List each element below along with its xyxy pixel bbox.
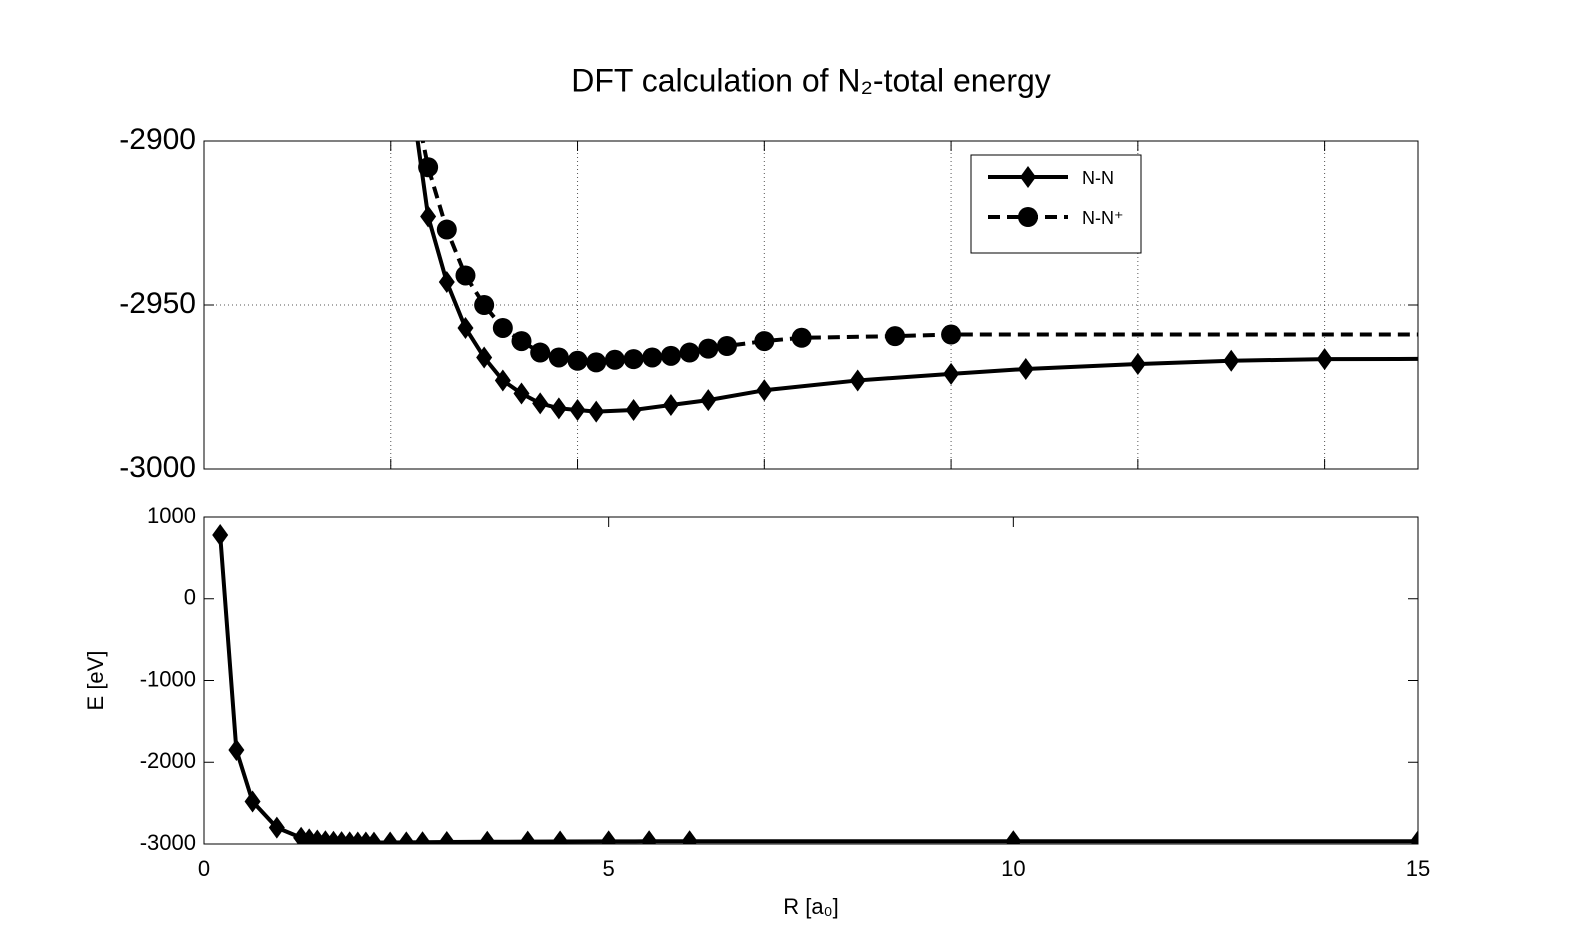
marker <box>212 523 229 546</box>
legend-box <box>970 154 1142 254</box>
x-tick-label: 0 <box>198 856 210 881</box>
marker <box>943 362 960 385</box>
marker <box>623 349 644 370</box>
marker <box>586 352 607 373</box>
marker <box>479 830 496 844</box>
marker <box>679 342 700 363</box>
marker <box>1316 348 1333 371</box>
marker <box>681 830 698 844</box>
marker <box>642 347 663 368</box>
legend-marker <box>1018 207 1038 227</box>
marker <box>662 394 679 417</box>
marker <box>365 831 382 844</box>
marker <box>382 831 399 844</box>
marker <box>492 317 513 338</box>
marker <box>244 790 261 813</box>
marker <box>754 331 775 352</box>
y-tick-label: -2900 <box>119 123 196 156</box>
marker <box>756 379 773 402</box>
x-tick-label: 10 <box>1001 856 1025 881</box>
marker <box>1005 830 1022 844</box>
marker <box>513 382 530 405</box>
y-axis-label: E [eV] <box>83 651 108 711</box>
marker <box>511 331 532 352</box>
plot-area <box>212 523 1418 844</box>
y-tick-label: -1000 <box>140 666 196 691</box>
marker <box>532 392 549 415</box>
marker <box>641 830 658 844</box>
y-tick-label: 0 <box>184 585 196 610</box>
x-axis-label: R [a₀] <box>783 894 839 919</box>
marker <box>569 398 586 421</box>
marker <box>474 295 495 315</box>
marker <box>849 369 866 392</box>
marker <box>625 398 642 421</box>
marker <box>438 831 455 844</box>
marker <box>418 157 439 178</box>
marker <box>552 830 569 844</box>
y-tick-label: -3000 <box>119 451 196 484</box>
axes-box <box>203 516 1419 845</box>
marker <box>398 831 415 844</box>
marker <box>228 738 245 761</box>
marker <box>438 271 455 294</box>
marker <box>885 326 906 347</box>
marker <box>588 400 605 423</box>
marker <box>550 397 567 420</box>
marker <box>414 831 431 844</box>
axes-box <box>203 140 1419 470</box>
marker <box>698 338 719 359</box>
marker <box>941 324 962 345</box>
marker <box>420 205 437 228</box>
legend-label: N-N⁺ <box>1082 208 1124 228</box>
marker <box>1129 353 1146 376</box>
y-tick-label: -2950 <box>119 287 196 320</box>
y-tick-label: 1000 <box>147 503 196 528</box>
chart-title: DFT calculation of N₂-total energy <box>571 62 1051 98</box>
x-tick-label: 5 <box>603 856 615 881</box>
marker <box>519 830 536 844</box>
plot-area <box>415 141 1418 423</box>
marker <box>600 830 617 844</box>
marker <box>716 336 737 356</box>
marker <box>1223 349 1240 372</box>
marker <box>1410 830 1418 844</box>
marker <box>436 219 457 240</box>
marker <box>494 369 511 392</box>
marker <box>700 389 717 412</box>
marker <box>548 347 569 368</box>
series-line <box>415 141 1418 414</box>
marker <box>1017 357 1034 380</box>
x-tick-label: 15 <box>1406 856 1430 881</box>
marker <box>457 316 474 339</box>
marker <box>530 342 551 363</box>
legend-marker <box>1020 166 1036 188</box>
marker <box>476 346 493 369</box>
marker <box>567 350 588 371</box>
marker <box>455 265 476 286</box>
y-tick-label: -2000 <box>140 748 196 773</box>
marker <box>660 345 681 366</box>
y-tick-label: -3000 <box>140 830 196 855</box>
marker <box>791 327 812 348</box>
legend-label: N-N <box>1082 168 1114 188</box>
marker <box>268 816 285 839</box>
marker <box>604 349 625 370</box>
